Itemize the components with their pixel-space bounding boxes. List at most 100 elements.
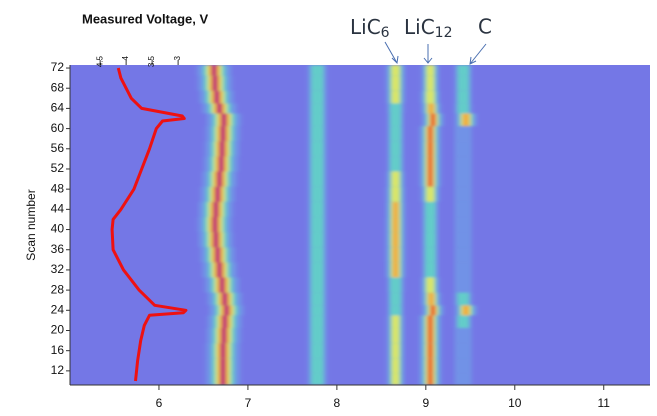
heat-cell bbox=[391, 75, 400, 91]
heat-cell bbox=[392, 201, 399, 217]
heat-cell bbox=[389, 126, 402, 142]
y-tick-label: 16 bbox=[51, 343, 65, 357]
y-tick-label: 60 bbox=[51, 121, 65, 135]
x2-tick-label: 4.5 bbox=[95, 55, 104, 67]
y-axis-label: Scan number bbox=[24, 189, 38, 260]
heat-cell bbox=[457, 292, 470, 306]
heat-cell bbox=[214, 232, 218, 248]
heat-cell bbox=[457, 103, 470, 114]
heat-cell bbox=[462, 113, 469, 127]
y-tick-label: 20 bbox=[51, 323, 65, 337]
heat-cell bbox=[218, 171, 221, 187]
heat-cell bbox=[428, 141, 433, 157]
y-tick-label: 56 bbox=[51, 141, 65, 155]
y-tick-label: 28 bbox=[51, 282, 65, 296]
y-tick-label: 72 bbox=[51, 60, 65, 74]
heat-cell bbox=[221, 126, 225, 142]
heat-cell bbox=[428, 315, 433, 328]
heat-cell bbox=[392, 216, 399, 233]
heat-cell bbox=[426, 90, 435, 104]
heat-cell bbox=[454, 141, 472, 157]
heat-cell bbox=[426, 75, 435, 91]
heat-cell bbox=[213, 75, 217, 91]
heat-cell bbox=[454, 277, 472, 293]
heat-cell bbox=[454, 156, 472, 172]
heat-cell bbox=[310, 232, 324, 248]
y-tick-label: 24 bbox=[51, 302, 65, 316]
heat-cell bbox=[457, 75, 470, 91]
heat-cell bbox=[391, 343, 400, 359]
heat-cell bbox=[454, 216, 472, 233]
heat-cell bbox=[454, 262, 472, 278]
heat-cell bbox=[389, 277, 402, 293]
heat-cell bbox=[219, 156, 223, 172]
x2-tick-label: 4 bbox=[121, 55, 130, 60]
heat-cell bbox=[431, 113, 435, 127]
x2-tick-label: 3.5 bbox=[147, 55, 156, 67]
heat-cell bbox=[428, 103, 434, 114]
heat-cell bbox=[428, 343, 433, 359]
heat-cell bbox=[220, 141, 224, 157]
heat-cell bbox=[392, 247, 399, 263]
heat-cell bbox=[389, 156, 402, 172]
heat-cell bbox=[310, 201, 324, 217]
heat-cell bbox=[426, 186, 435, 202]
heat-cell bbox=[454, 186, 472, 202]
heat-cell bbox=[310, 90, 324, 104]
heat-cell bbox=[428, 327, 433, 344]
y-tick-label: 52 bbox=[51, 161, 65, 175]
annotation-text: LiC bbox=[350, 15, 381, 39]
heat-cell bbox=[391, 186, 400, 202]
heat-cell bbox=[454, 126, 472, 142]
heat-cell bbox=[223, 315, 227, 328]
plot-background bbox=[70, 65, 650, 385]
annotation: LiC12 bbox=[404, 15, 453, 42]
heat-cell bbox=[457, 315, 470, 328]
heat-cell bbox=[310, 216, 324, 233]
heat-cell bbox=[389, 141, 402, 157]
arrows bbox=[384, 41, 487, 65]
heat-cell bbox=[222, 327, 226, 344]
heat-cell bbox=[454, 358, 472, 374]
heat-cell bbox=[457, 90, 470, 104]
heat-cell bbox=[424, 216, 436, 233]
heat-cell bbox=[454, 171, 472, 187]
x-tick-label: 6 bbox=[156, 396, 163, 410]
heat-cell bbox=[221, 373, 225, 385]
y-tick-label: 48 bbox=[51, 181, 65, 195]
x-tick-label: 10 bbox=[508, 396, 522, 410]
heat-cell bbox=[310, 327, 324, 344]
heat-cell bbox=[426, 65, 435, 76]
heat-cell bbox=[454, 232, 472, 248]
heat-cell bbox=[212, 65, 216, 76]
heat-cell bbox=[428, 358, 433, 374]
y-tick-label: 64 bbox=[51, 101, 65, 115]
heat-cell bbox=[222, 113, 226, 127]
heat-cell bbox=[310, 156, 324, 172]
heat-cell bbox=[213, 216, 217, 233]
heat-cell bbox=[392, 262, 399, 278]
chart-title: Measured Voltage, V bbox=[82, 11, 209, 26]
arrow bbox=[423, 44, 433, 64]
heat-cell bbox=[310, 113, 324, 127]
heat-cell bbox=[220, 277, 224, 293]
annotations: LiC6 LiC12 C bbox=[350, 15, 492, 65]
heat-cell bbox=[391, 373, 400, 385]
heat-cell bbox=[310, 247, 324, 263]
heat-cell bbox=[310, 277, 324, 293]
heat-cell bbox=[218, 103, 221, 114]
heat-cell bbox=[424, 247, 436, 263]
heat-cell bbox=[310, 315, 324, 328]
heat-cell bbox=[310, 141, 324, 157]
heat-cell bbox=[310, 126, 324, 142]
heat-cell bbox=[310, 305, 324, 316]
x-tick-label: 11 bbox=[598, 396, 611, 410]
heat-cell bbox=[310, 186, 324, 202]
heat-cell bbox=[216, 247, 219, 263]
annotation-sub: 6 bbox=[381, 25, 390, 41]
annotation: C bbox=[478, 15, 492, 39]
heat-cell bbox=[310, 103, 324, 114]
y-tick-label: 32 bbox=[51, 262, 65, 276]
heat-cell bbox=[428, 156, 433, 172]
